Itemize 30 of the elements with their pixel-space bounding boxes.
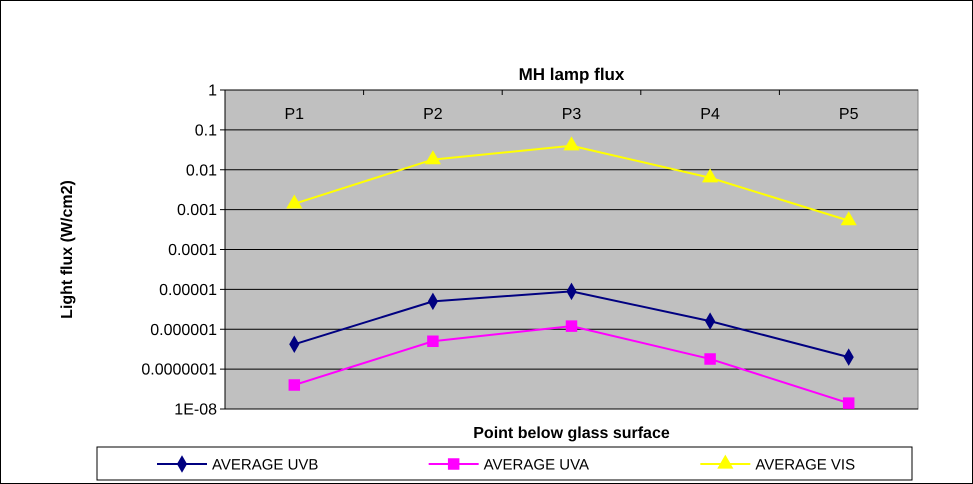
y-tick-label: 1 (208, 82, 218, 100)
y-tick-label: 0.1 (194, 122, 218, 140)
point (840, 212, 856, 226)
legend-label: AVERAGE VIS (755, 456, 856, 474)
chart-title: MH lamp flux (518, 65, 625, 84)
x-tick-label: P5 (838, 106, 859, 123)
y-tick-label: 0.0001 (168, 242, 218, 260)
y-tick-label: 0.000001 (150, 322, 218, 339)
x-tick-label: P1 (284, 106, 304, 123)
point (842, 397, 854, 409)
x-tick-label: P3 (562, 106, 582, 123)
legend-label: AVERAGE UVB (212, 456, 318, 474)
point (288, 379, 300, 391)
y-axis-title: Light flux (W/cm2) (59, 180, 76, 319)
point (286, 194, 302, 208)
y-tick-label: 0.00001 (159, 282, 218, 299)
x-axis-title: Point below glass surface (473, 425, 670, 442)
point (425, 150, 441, 164)
point (564, 136, 580, 150)
x-tick-label: P4 (700, 106, 720, 123)
y-tick-label: 0.0000001 (141, 362, 218, 379)
x-tick-label: P2 (423, 106, 443, 123)
point (704, 353, 716, 365)
point (427, 336, 439, 347)
y-tick-label: 0.01 (186, 162, 218, 180)
y-tick-label: 0.001 (176, 202, 218, 220)
legend-label: AVERAGE UVA (484, 456, 589, 474)
point (702, 168, 718, 182)
y-tick-label: 1E-08 (174, 402, 218, 419)
point (566, 320, 578, 332)
